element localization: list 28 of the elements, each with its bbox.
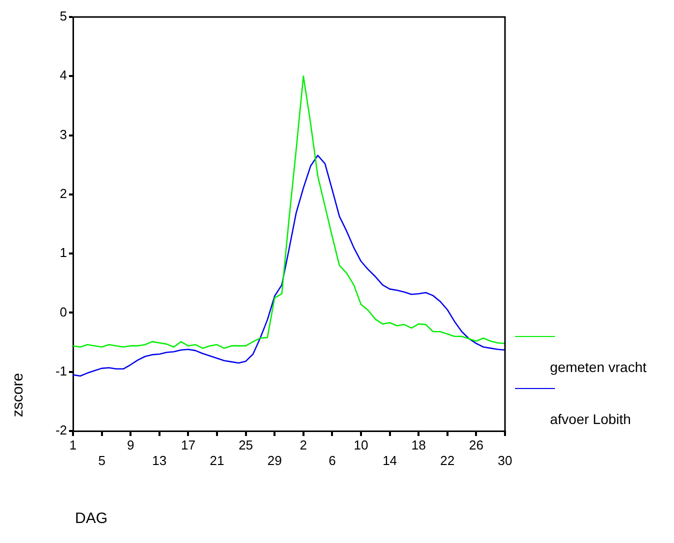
x-tick-label: 25 [238,437,254,452]
text: afvoer Lobith [550,411,632,427]
y-tick-label: -1 [55,363,67,378]
x-tick-label: 29 [267,452,282,468]
x-tick-label: 18 [411,437,426,452]
x-tick-label: 5 [98,452,106,468]
x-tick-label: 17 [180,437,196,452]
y-tick-label: 2 [60,186,67,202]
x-tick-label: 21 [210,452,224,468]
x-tick-label: 14 [382,452,398,468]
y-axis-title: zscore [10,372,26,418]
x-tick-label: 30 [498,452,512,468]
x-tick-label: 10 [354,437,368,452]
y-tick-label: 4 [60,68,67,83]
x-tick-label: 26 [468,437,484,452]
y-tick-label: 5 [60,8,67,24]
x-tick-label: 9 [126,437,134,452]
y-tick-label: -2 [55,422,67,438]
y-tick-label: 1 [60,245,67,260]
x-axis-title: DAG [75,510,108,527]
x-tick-label: 22 [440,452,455,468]
y-tick-label: 0 [60,304,67,320]
x-tick-label: 13 [152,452,167,468]
y-tick-label: 3 [60,126,67,142]
x-tick-label: 6 [328,452,336,468]
text: gemeten vracht [550,359,648,375]
x-tick-label: 1 [69,437,77,452]
x-tick-label: 2 [300,437,308,452]
